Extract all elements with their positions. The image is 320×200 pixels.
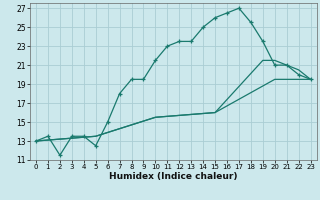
X-axis label: Humidex (Indice chaleur): Humidex (Indice chaleur) <box>109 172 237 181</box>
